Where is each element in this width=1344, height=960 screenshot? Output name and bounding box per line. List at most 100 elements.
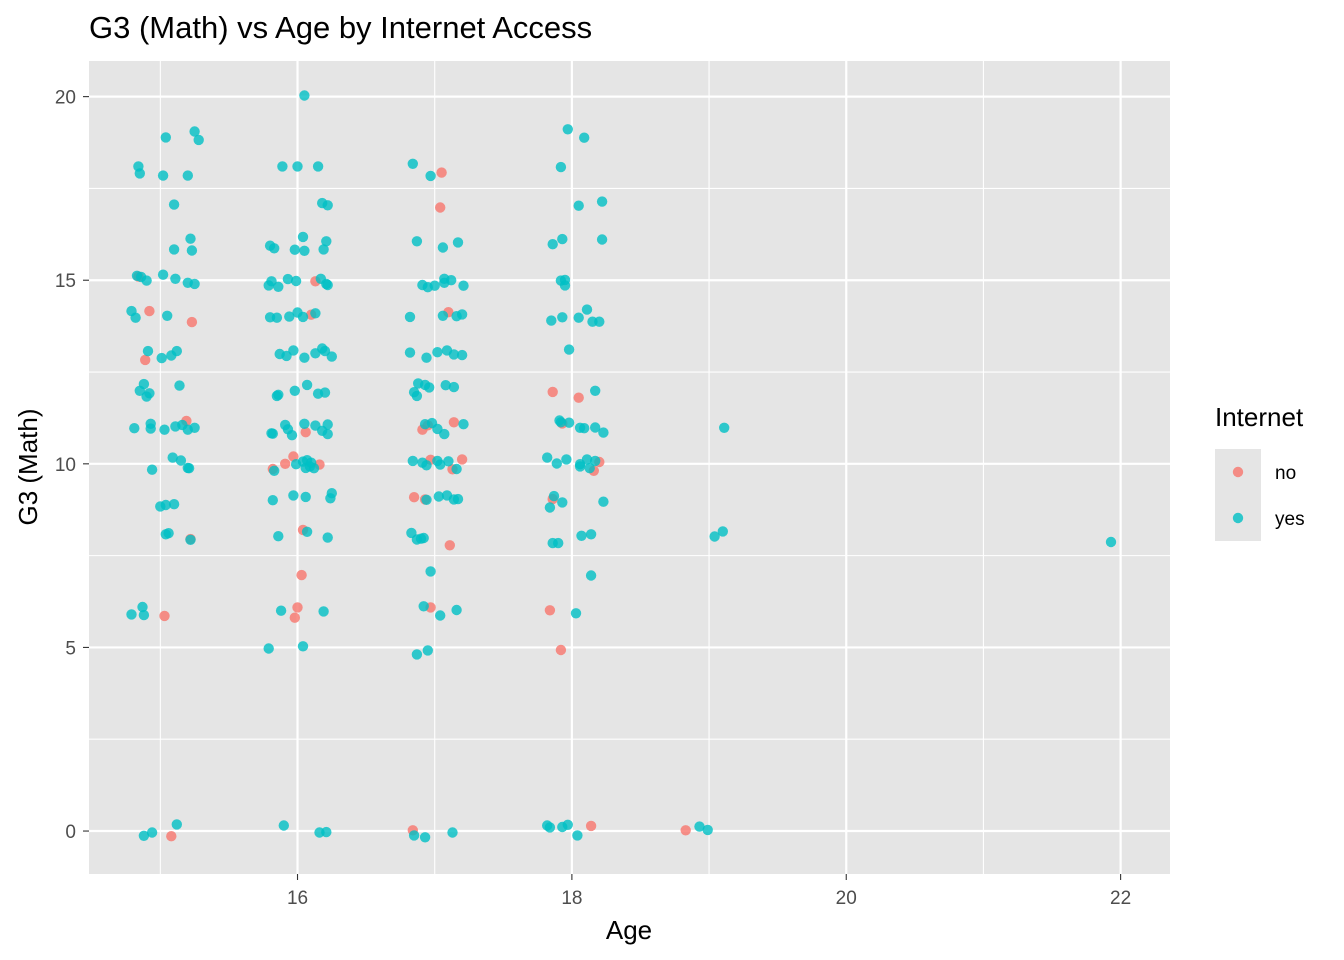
point-yes <box>168 244 180 255</box>
point-yes <box>269 465 280 476</box>
point-no <box>573 392 584 403</box>
point-yes <box>432 347 443 358</box>
point-yes <box>189 126 200 137</box>
point-no <box>544 605 556 616</box>
point-yes <box>563 417 575 428</box>
point-yes <box>321 236 332 247</box>
point-yes <box>171 345 182 357</box>
point-yes <box>452 493 464 505</box>
point-yes <box>160 132 171 143</box>
point-yes <box>579 423 590 434</box>
point-no <box>186 316 198 328</box>
point-yes <box>443 456 454 467</box>
point-yes <box>570 608 582 619</box>
point-yes <box>694 821 705 832</box>
x-axis: 16 18 20 22 <box>287 874 1131 909</box>
point-yes <box>411 390 423 402</box>
point-yes <box>130 312 141 323</box>
point-yes <box>437 242 449 253</box>
point-no <box>292 602 303 613</box>
point-yes <box>719 422 730 433</box>
point-yes <box>425 170 436 182</box>
y-tick-label: 15 <box>55 271 76 292</box>
point-yes <box>156 352 167 364</box>
point-yes <box>126 609 137 620</box>
point-yes <box>297 641 309 652</box>
point-yes <box>448 349 460 360</box>
point-yes <box>174 380 185 391</box>
point-yes <box>451 463 462 475</box>
point-no <box>408 492 420 503</box>
point-no <box>585 820 597 832</box>
point-yes <box>559 280 571 291</box>
legend: Internet no yes <box>1215 402 1305 541</box>
point-yes <box>322 200 333 211</box>
point-yes <box>435 610 446 621</box>
point-yes <box>278 820 289 831</box>
point-yes <box>189 422 200 433</box>
point-yes <box>312 161 324 172</box>
point-no <box>680 825 691 836</box>
point-yes <box>138 830 150 841</box>
point-no <box>280 458 291 469</box>
point-yes <box>292 161 303 172</box>
point-yes <box>596 196 608 207</box>
point-yes <box>557 497 568 508</box>
point-yes <box>269 243 280 254</box>
point-yes <box>300 491 311 503</box>
x-axis-title: Age <box>606 915 652 945</box>
point-yes <box>404 311 416 323</box>
point-yes <box>273 281 284 292</box>
point-yes <box>162 310 173 321</box>
point-yes <box>584 463 595 474</box>
point-yes <box>590 422 601 433</box>
point-yes <box>160 499 171 511</box>
point-yes <box>273 531 284 542</box>
x-tick-label: 22 <box>1110 888 1131 909</box>
point-yes <box>590 455 601 467</box>
point-yes <box>284 311 295 322</box>
point-yes <box>421 460 432 471</box>
point-yes <box>573 312 584 323</box>
point-yes <box>322 428 333 440</box>
point-yes <box>404 347 416 358</box>
x-tick-label: 18 <box>561 888 582 909</box>
point-yes <box>579 132 590 143</box>
point-yes <box>574 461 586 472</box>
point-yes <box>561 454 572 465</box>
point-yes <box>297 311 309 323</box>
y-axis: 0 5 10 15 20 <box>55 88 89 843</box>
point-yes <box>555 161 567 173</box>
point-yes <box>446 275 457 286</box>
point-yes <box>277 161 288 172</box>
point-yes <box>581 304 593 315</box>
point-yes <box>168 499 180 510</box>
point-yes <box>456 349 468 361</box>
point-yes <box>322 532 333 543</box>
point-yes <box>598 427 609 438</box>
point-yes <box>175 455 187 466</box>
point-yes <box>419 832 431 843</box>
point-yes <box>421 494 432 505</box>
point-no <box>140 354 151 366</box>
point-yes <box>456 309 468 320</box>
point-yes <box>318 244 329 255</box>
point-yes <box>557 312 568 323</box>
point-yes <box>183 463 195 474</box>
point-yes <box>557 233 568 245</box>
point-yes <box>451 604 462 616</box>
y-axis-title: G3 (Math) <box>13 408 43 525</box>
point-yes <box>288 490 299 501</box>
point-yes <box>411 236 423 247</box>
point-yes <box>189 278 200 290</box>
point-no <box>159 610 170 622</box>
point-yes <box>433 491 444 502</box>
point-yes <box>326 351 337 362</box>
point-yes <box>407 455 418 467</box>
point-yes <box>585 529 597 540</box>
point-yes <box>310 308 321 319</box>
point-yes <box>299 418 310 429</box>
minor-gridlines <box>89 61 1170 874</box>
y-tick-label: 10 <box>55 455 76 476</box>
point-yes <box>267 495 278 506</box>
